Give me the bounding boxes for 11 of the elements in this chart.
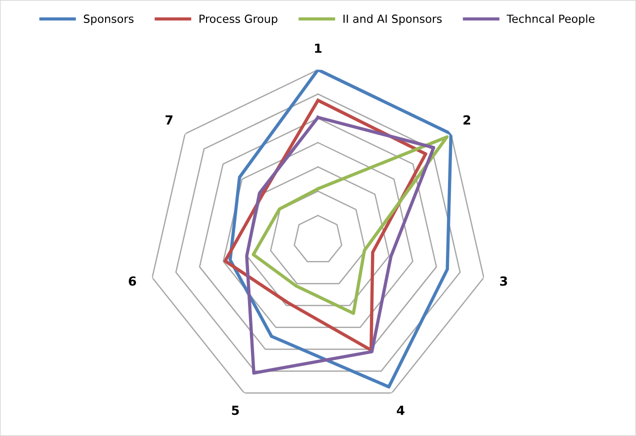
spoke-label: 2	[464, 115, 470, 125]
legend-label: Techncal People	[506, 14, 594, 26]
spoke-label: 6	[128, 276, 136, 286]
spoke-label: 1	[315, 44, 322, 53]
spoke-label: 4	[396, 406, 404, 415]
spoke-label: 7	[166, 115, 172, 125]
legend-label: Sponsors	[84, 14, 134, 26]
spoke-label: 5	[232, 406, 239, 416]
spoke-label: 3	[500, 276, 508, 286]
legend-label: II and AI Sponsors	[344, 14, 442, 26]
legend-label: Process Group	[200, 14, 278, 26]
